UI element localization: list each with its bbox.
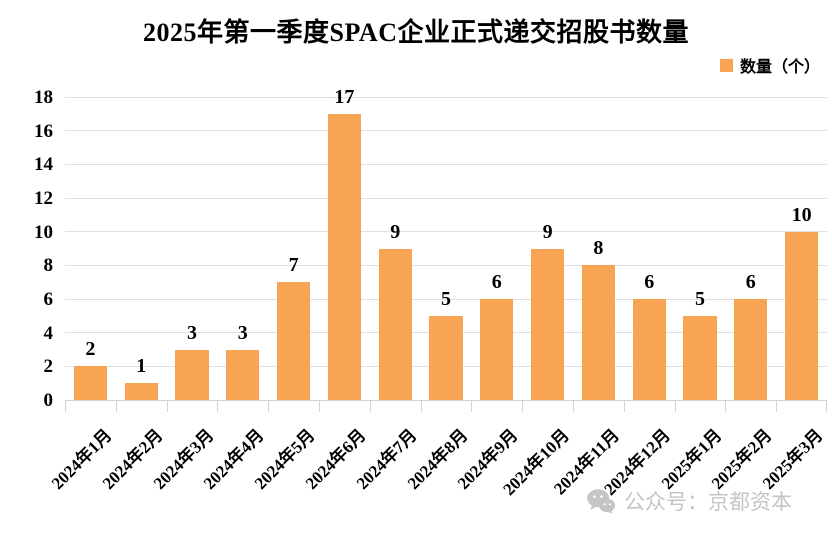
x-tick [166, 400, 168, 412]
bar-value-label: 9 [390, 220, 401, 243]
bar-2025年1月 [683, 315, 717, 400]
bar-2024年8月 [429, 315, 463, 400]
x-tick [420, 400, 422, 412]
y-tick-label-16: 16 [34, 120, 53, 142]
x-tick [776, 400, 778, 412]
bar-2024年4月 [226, 349, 260, 400]
bar-value-label: 17 [334, 85, 355, 108]
x-tick [115, 400, 117, 412]
x-tick [471, 400, 473, 412]
bar-2024年2月 [124, 383, 158, 400]
y-tick-label-18: 18 [34, 87, 53, 108]
x-tick [573, 400, 574, 412]
watermark: 公众号：京都资本 [586, 486, 792, 516]
bar-value-label: 6 [491, 271, 502, 293]
bar-value-label: 8 [593, 237, 604, 260]
gridline-18 [65, 96, 827, 98]
bar-2024年3月 [175, 349, 209, 400]
x-axis-line [65, 400, 827, 401]
bar-2024年6月 [327, 113, 361, 400]
y-tick-label-8: 8 [43, 255, 54, 277]
bar-2024年7月 [378, 248, 412, 400]
chart-legend: 数量（个） [719, 53, 820, 77]
bar-value-label: 5 [440, 287, 451, 310]
bar-2025年2月 [734, 299, 768, 400]
y-tick-label-14: 14 [34, 154, 53, 176]
gridline-8 [65, 264, 827, 266]
gridline-10 [65, 231, 827, 233]
wechat-icon [587, 489, 616, 514]
watermark-text: 公众号：京都资本 [624, 491, 792, 514]
bar-value-label: 6 [644, 271, 655, 293]
x-tick [826, 400, 827, 412]
x-tick [319, 400, 320, 412]
x-tick [369, 400, 371, 412]
bar-value-label: 7 [288, 254, 299, 277]
y-tick-label-4: 4 [43, 322, 54, 344]
y-tick-label-12: 12 [34, 188, 53, 209]
x-tick [725, 400, 727, 412]
gridline-12 [65, 197, 827, 199]
bar-value-label: 3 [186, 321, 197, 344]
gridline-14 [65, 163, 827, 165]
gridline-16 [65, 130, 827, 132]
x-tick [268, 400, 270, 412]
plot-area: 2 1 3 3 7 17 9 5 6 9 8 6 5 6 10 2024年1月 2024年2月 2024年3月 2… [48, 87, 827, 499]
bar-2024年12月 [632, 299, 666, 400]
bar-value-label: 10 [791, 203, 812, 226]
x-tick [522, 400, 524, 412]
x-tick [217, 400, 219, 412]
bar-2024年9月 [480, 299, 514, 400]
bar-2024年5月 [277, 282, 311, 400]
bar-2025年3月 [785, 231, 819, 400]
bar-2024年10月 [531, 248, 565, 400]
bar-value-label: 3 [237, 321, 248, 344]
bar-value-label: 6 [745, 271, 756, 293]
bar-2024年1月 [73, 366, 107, 400]
x-tick [65, 400, 66, 412]
bar-value-label: 9 [542, 220, 553, 243]
y-tick-label-2: 2 [43, 356, 54, 378]
legend-swatch-icon [719, 58, 733, 72]
y-tick-label-6: 6 [43, 289, 54, 310]
bar-value-label: 5 [694, 287, 705, 310]
x-tick [623, 400, 625, 412]
x-tick [674, 400, 676, 412]
bar-value-label: 1 [136, 355, 147, 378]
chart-title: 2025年第一季度SPAC企业正式递交招股书数量 [143, 18, 689, 47]
y-tick-label-10: 10 [34, 221, 53, 243]
bar-2024年11月 [581, 265, 615, 400]
y-tick-label-0: 0 [43, 390, 54, 411]
bar-value-label: 2 [85, 338, 96, 361]
legend-label: 数量（个） [739, 59, 820, 76]
gridline-6 [65, 298, 827, 300]
